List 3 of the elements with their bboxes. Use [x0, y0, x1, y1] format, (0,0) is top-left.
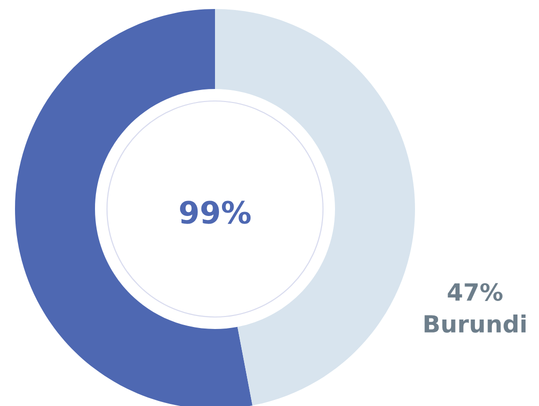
text: 99% — [180, 200, 251, 224]
data-label: 47% — [448, 283, 503, 301]
slice-label: Burundi — [424, 314, 526, 333]
